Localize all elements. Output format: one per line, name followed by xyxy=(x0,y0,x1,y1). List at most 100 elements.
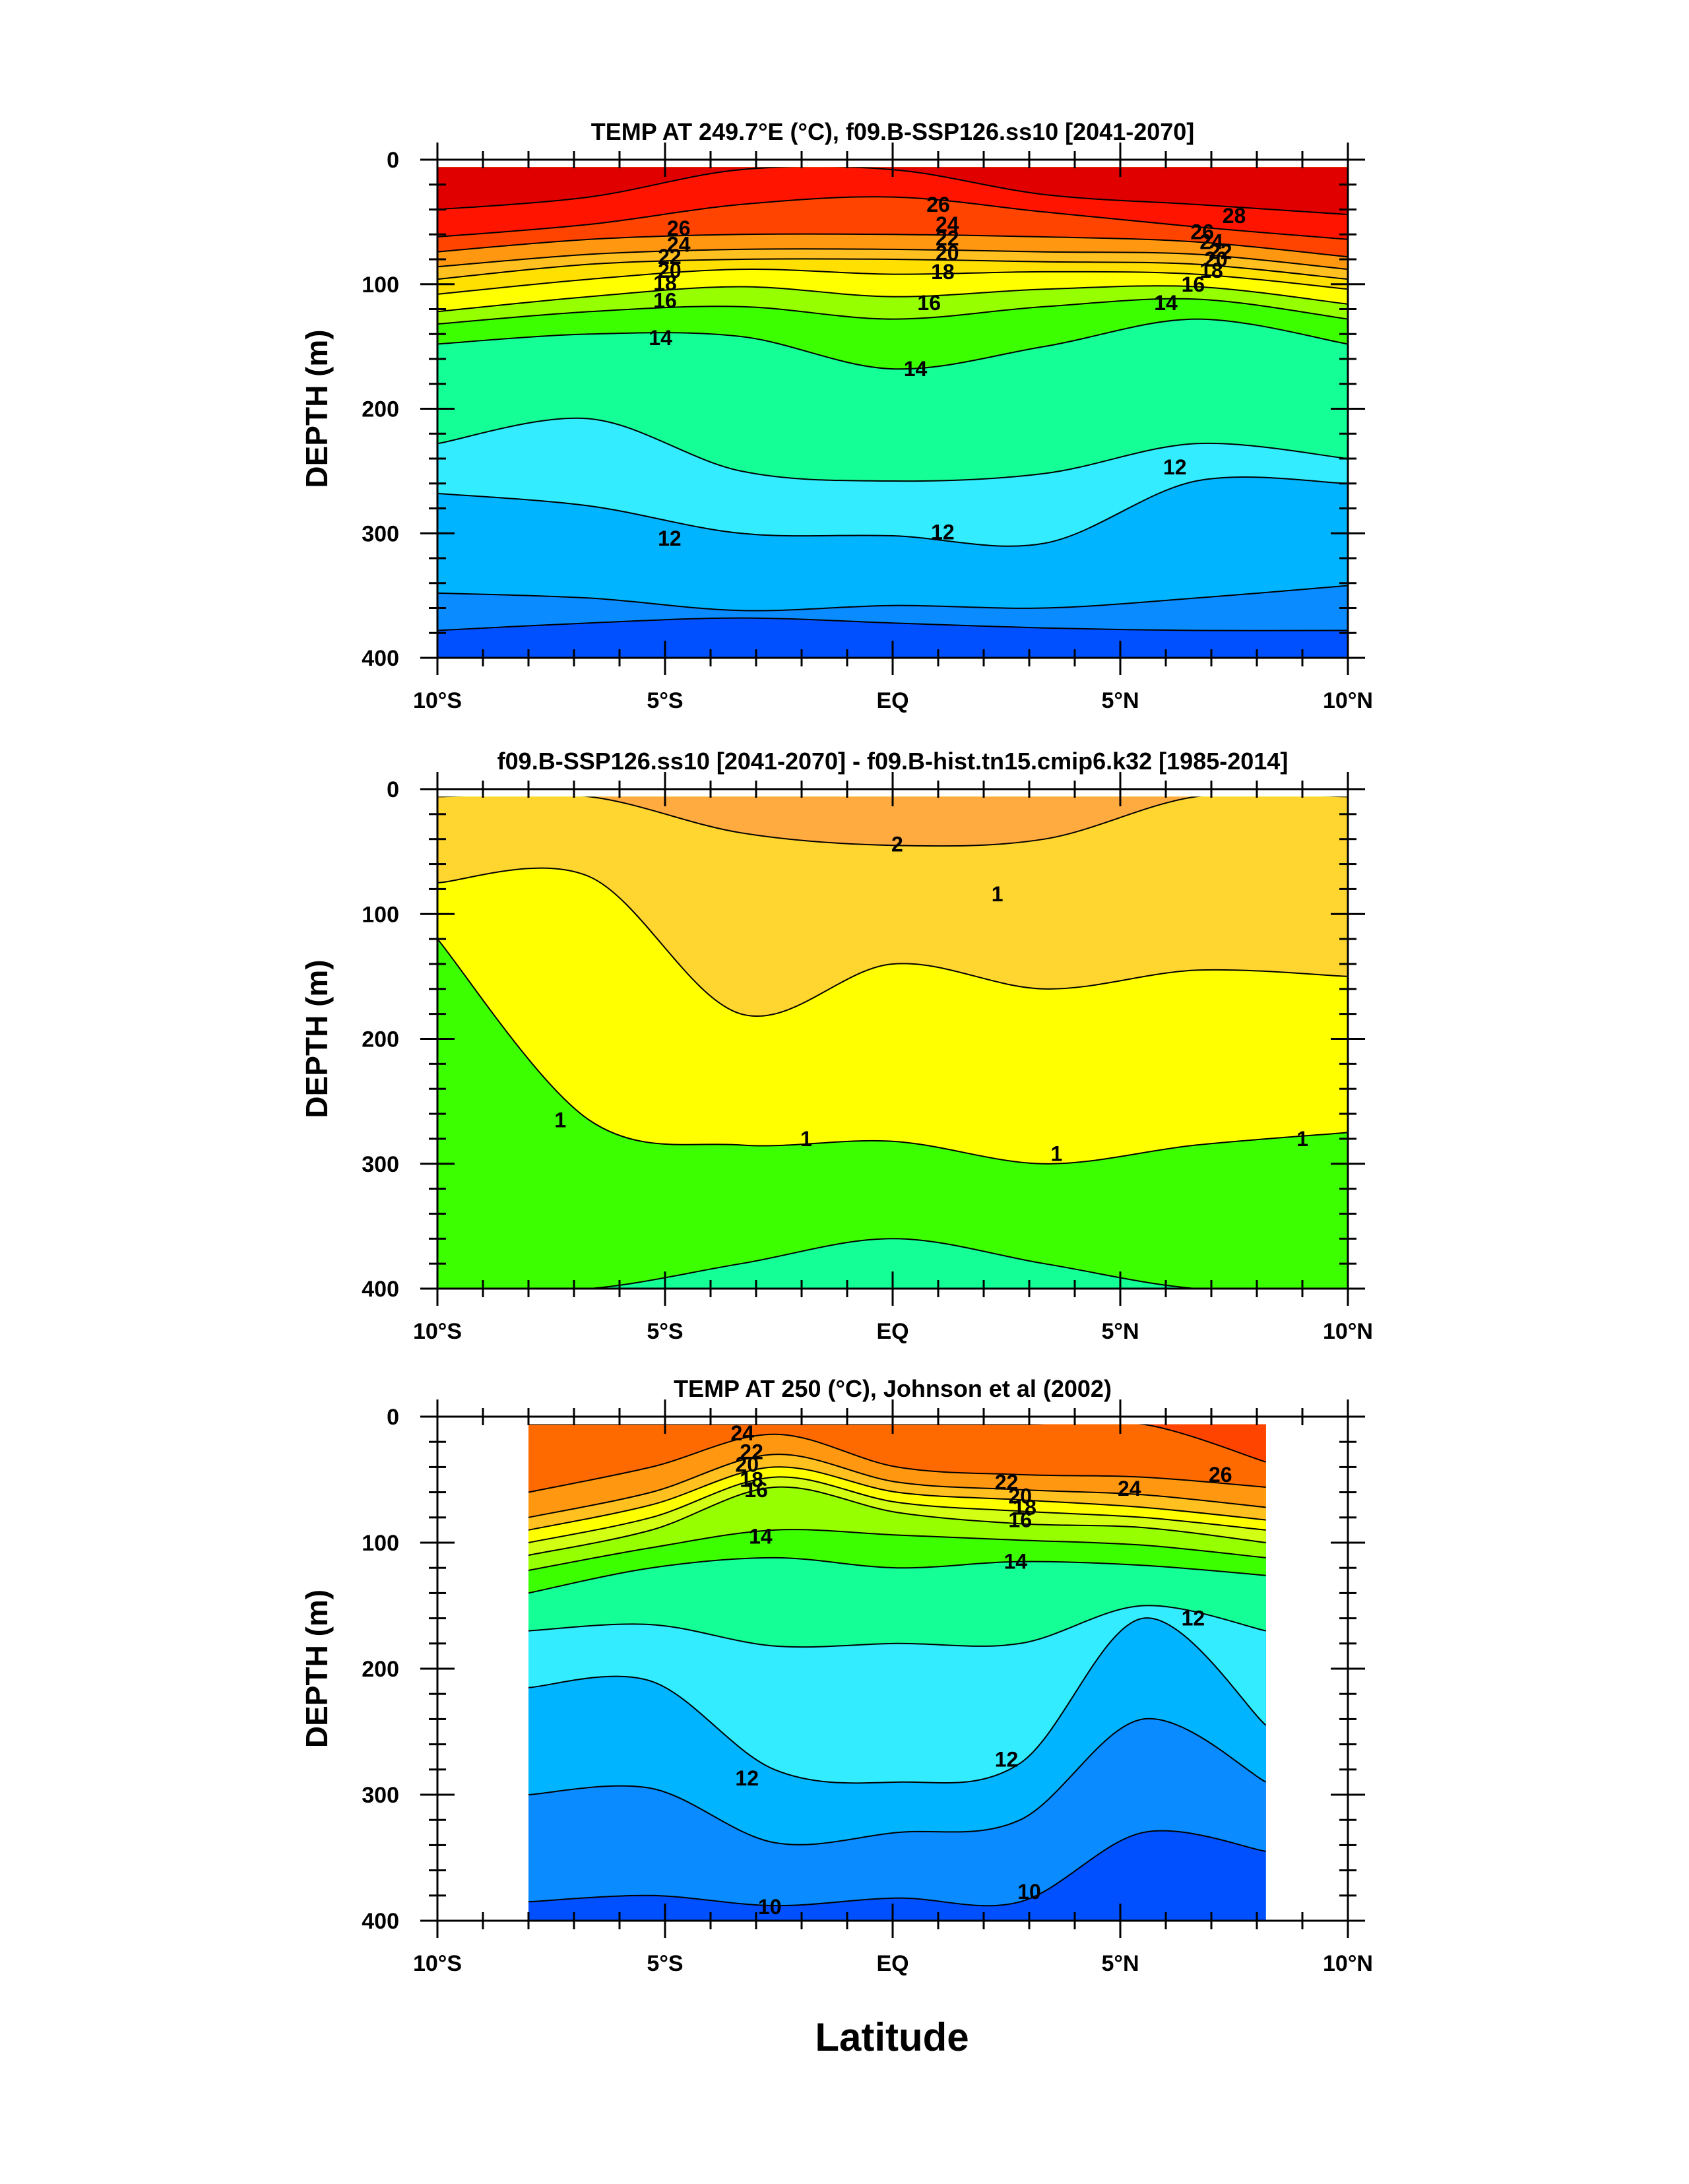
x-tick-label: 10°N xyxy=(1323,688,1373,713)
y-tick-label: 400 xyxy=(362,1909,399,1934)
contour-label: 26 xyxy=(667,216,691,240)
y-tick-label: 400 xyxy=(362,1277,399,1302)
x-tick-label: EQ xyxy=(876,1319,908,1344)
contour-line xyxy=(528,1617,1266,1784)
x-tick-label: 5°S xyxy=(647,688,683,713)
contour-label: 28 xyxy=(1223,204,1246,228)
y-axis-label: DEPTH (m) xyxy=(300,1590,334,1748)
contour-label: 12 xyxy=(995,1748,1019,1772)
contour-line xyxy=(437,938,1348,1165)
contour-band xyxy=(437,796,1348,1017)
contour-line xyxy=(528,1830,1266,1907)
panel-title: TEMP AT 250 (°C), Johnson et al (2002) xyxy=(674,1375,1112,1402)
contour-label: 16 xyxy=(744,1478,768,1502)
contour-label: 20 xyxy=(658,259,682,282)
y-tick-label: 0 xyxy=(387,1405,399,1430)
contour-label: 14 xyxy=(904,357,928,381)
contour-label: 18 xyxy=(931,260,955,284)
contour-label: 14 xyxy=(749,1524,773,1548)
contour-line xyxy=(437,248,1348,271)
contour-label: 1 xyxy=(992,882,1004,906)
x-axis-label: Latitude xyxy=(815,2015,969,2059)
contour-label: 26 xyxy=(1190,220,1214,243)
contour-label: 10 xyxy=(758,1895,782,1919)
contour-line xyxy=(437,298,1348,325)
contour-line xyxy=(437,268,1348,295)
contour-line xyxy=(528,1486,1266,1557)
contour-label: 12 xyxy=(735,1766,759,1790)
y-tick-label: 100 xyxy=(362,902,399,927)
contour-label: 12 xyxy=(1163,455,1187,479)
panel-observed-temperature: 24222018161414222018162426121212101010°S… xyxy=(300,1375,1373,1976)
contour-label: 1 xyxy=(554,1108,566,1132)
contour-label: 16 xyxy=(917,291,941,315)
contour-line xyxy=(528,1718,1266,1846)
contour-label: 14 xyxy=(1004,1550,1028,1574)
contour-label: 26 xyxy=(926,193,950,216)
contour-line xyxy=(528,1605,1266,1648)
contour-label: 24 xyxy=(936,212,959,236)
x-tick-label: 5°N xyxy=(1101,1951,1139,1976)
contour-label: 24 xyxy=(667,232,691,256)
contour-line xyxy=(437,796,1348,847)
x-tick-label: 5°N xyxy=(1101,1319,1139,1344)
contour-line xyxy=(437,417,1348,482)
contour-label: 14 xyxy=(1154,291,1178,315)
contour-line xyxy=(437,196,1348,240)
contour-lines xyxy=(528,1424,1266,1907)
contour-label: 2 xyxy=(891,832,903,856)
x-tick-label: EQ xyxy=(876,1951,908,1976)
contour-band xyxy=(437,167,1348,215)
contour-label: 16 xyxy=(653,288,677,312)
contour-label: 12 xyxy=(1182,1607,1205,1630)
contour-lines xyxy=(437,167,1348,631)
x-tick-label: 10°S xyxy=(413,688,462,713)
contour-label: 16 xyxy=(1008,1508,1032,1532)
filled-contours xyxy=(437,796,1348,1289)
contour-label: 12 xyxy=(658,527,682,550)
contour-label: 18 xyxy=(1013,1496,1036,1520)
contour-label: 20 xyxy=(1204,247,1228,271)
contour-line xyxy=(437,318,1348,370)
y-tick-label: 200 xyxy=(362,1027,399,1052)
contour-label: 22 xyxy=(1209,240,1232,264)
contour-line xyxy=(437,233,1348,258)
contour-line xyxy=(437,258,1348,280)
panel-title: TEMP AT 249.7°E (°C), f09.B-SSP126.ss10 … xyxy=(591,118,1195,145)
contour-line xyxy=(437,867,1348,1017)
contour-label: 22 xyxy=(740,1440,763,1463)
x-tick-label: 10°S xyxy=(413,1951,462,1976)
y-axis-label: DEPTH (m) xyxy=(300,959,334,1118)
contour-line xyxy=(437,585,1348,612)
y-tick-label: 300 xyxy=(362,521,399,546)
y-tick-label: 300 xyxy=(362,1152,399,1177)
panel-temperature-difference: 2 1 1 1 1 1 10°S 5°S EQ 5°N 10°N 0 100 200 300 400 DEPTH… xyxy=(300,748,1373,1344)
contour-label: 14 xyxy=(649,326,672,350)
x-tick-label: 5°S xyxy=(647,1951,683,1976)
contour-label: 22 xyxy=(995,1470,1019,1494)
contour-line xyxy=(528,1433,1266,1493)
contour-label: 16 xyxy=(1182,273,1205,296)
x-tick-label: 5°N xyxy=(1101,688,1139,713)
contour-line xyxy=(528,1529,1266,1571)
contour-label: 12 xyxy=(931,520,955,544)
contour-line xyxy=(437,476,1348,547)
y-tick-label: 100 xyxy=(362,273,399,298)
contour-line xyxy=(528,1557,1266,1594)
contour-line xyxy=(437,285,1348,313)
contour-label: 22 xyxy=(936,226,959,250)
contour-label: 1 xyxy=(1296,1127,1308,1151)
y-axis-label: DEPTH (m) xyxy=(300,329,334,488)
contour-label: 26 xyxy=(1209,1463,1232,1487)
y-tick-label: 300 xyxy=(362,1783,399,1808)
contour-line xyxy=(528,1476,1266,1543)
x-tick-label: 5°S xyxy=(647,1319,683,1344)
x-tick-label: EQ xyxy=(876,688,908,713)
y-tick-label: 0 xyxy=(387,777,399,802)
contour-label: 18 xyxy=(653,271,677,295)
contour-label: 20 xyxy=(735,1453,759,1477)
contour-line xyxy=(437,1238,1348,1289)
contour-label: 18 xyxy=(740,1468,763,1492)
contour-line xyxy=(437,617,1348,631)
